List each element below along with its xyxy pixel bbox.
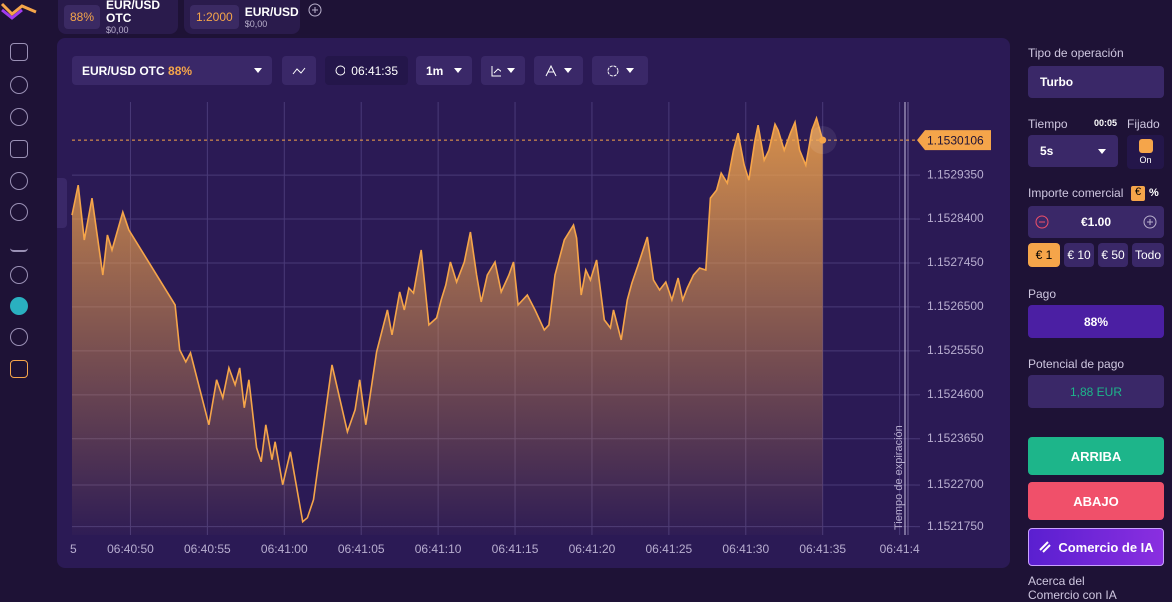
timeframe-select[interactable]: 1m	[416, 56, 472, 85]
collapse-handle[interactable]	[57, 178, 67, 228]
tab-symbol: EUR/USD	[244, 4, 299, 19]
op-type-label: Tipo de operación	[1028, 46, 1124, 60]
nav-icon[interactable]	[10, 360, 28, 378]
tab[interactable]: 88% EUR/USD OTC $0,00	[58, 0, 178, 35]
tab-balance: $0,00	[106, 25, 129, 35]
time-value: 5s	[1040, 144, 1054, 158]
x-tick-label: 06:41:20	[569, 542, 616, 556]
add-tab[interactable]	[307, 2, 323, 18]
x-tick-label: 06:41:35	[799, 542, 846, 556]
nav-icon[interactable]	[10, 76, 28, 94]
y-tick-label: 1.1523650	[927, 431, 984, 445]
nav-icon[interactable]	[10, 328, 28, 346]
toggle-state: On	[1139, 155, 1152, 165]
x-tick-label: 5	[70, 542, 77, 556]
area-fill	[72, 118, 823, 535]
payout-label: Pago	[1028, 287, 1057, 301]
quick-amount[interactable]: € 10	[1064, 243, 1094, 267]
indicator-button[interactable]	[282, 56, 316, 85]
y-tick-label: 1.1529350	[927, 167, 984, 181]
about-ai[interactable]: Acerca del Comercio con IA	[1028, 574, 1117, 602]
x-tick-label: 06:41:00	[261, 542, 308, 556]
currency-toggle[interactable]: €	[1131, 186, 1145, 201]
x-tick-label: 06:41:25	[646, 542, 693, 556]
y-tick-label: 1.1524600	[927, 387, 984, 401]
nav-icon[interactable]	[10, 266, 28, 284]
nav-icon[interactable]	[10, 203, 28, 221]
x-tick-label: 06:41:15	[492, 542, 539, 556]
tab-symbol: EUR/USD OTC	[106, 0, 161, 25]
quick-amount[interactable]: Todo	[1132, 243, 1164, 267]
price-line	[71, 115, 824, 524]
asset-payout: 88%	[168, 63, 193, 78]
nav-icon[interactable]	[10, 140, 28, 158]
tab-balance: $0,00	[244, 18, 268, 29]
tab-payout: 88%	[64, 5, 101, 29]
timer: 00:05	[1094, 118, 1118, 128]
down-button[interactable]: ABAJO	[1028, 482, 1164, 520]
current-price-label: 1.1530106	[927, 133, 984, 147]
minus[interactable]	[1034, 214, 1050, 230]
x-tick-label: 06:41:4	[880, 542, 920, 556]
fixed-label: Fijado	[1127, 117, 1160, 131]
time-select[interactable]: 5s	[1028, 135, 1118, 167]
tab-payout: 1:2000	[190, 5, 239, 29]
y-tick-label: 1.1526500	[927, 299, 984, 313]
amount[interactable]: €1.00	[1028, 206, 1164, 238]
draw-select[interactable]	[534, 56, 583, 85]
settings-select[interactable]	[592, 56, 648, 85]
time-label: Tiempo	[1028, 117, 1068, 131]
logo	[0, 2, 37, 20]
quick-amount[interactable]: € 1	[1028, 243, 1060, 267]
clock-time: 06:41:35	[351, 63, 398, 78]
ai-button[interactable]: Comercio de IA	[1028, 528, 1164, 566]
x-tick-label: 06:41:10	[415, 542, 462, 556]
plus[interactable]	[1142, 214, 1158, 230]
tab[interactable]: 1:2000 EUR/USD $0,00	[184, 0, 300, 34]
percent-toggle[interactable]: %	[1149, 187, 1159, 199]
current-price-tag	[917, 130, 991, 151]
nav-icon[interactable]	[10, 297, 28, 315]
chart-panel: EUR/USD OTC 88% 06:41:35 1m 1.1521750 1.1…	[57, 38, 1010, 568]
clock: 06:41:35	[325, 56, 408, 85]
timeframe: 1m	[426, 63, 444, 78]
nav-icon[interactable]	[10, 108, 28, 126]
y-tick-label: 1.1525550	[927, 343, 984, 357]
fixed-toggle[interactable]: On	[1127, 135, 1164, 169]
nav-icon[interactable]	[10, 234, 28, 252]
potential: 1,88 EUR	[1028, 375, 1164, 408]
y-tick-label: 1.1527450	[927, 255, 984, 269]
chart-type-select[interactable]	[481, 56, 525, 85]
potential-label: Potencial de pago	[1028, 357, 1125, 371]
quick-amount[interactable]: € 50	[1098, 243, 1128, 267]
price-chart: 1.1521750 1.1522700 1.1523650 1.1524600 1.15…	[70, 102, 991, 556]
up-button[interactable]: ARRIBA	[1028, 437, 1164, 475]
nav-icon[interactable]	[10, 43, 28, 61]
y-tick-label: 1.1521750	[927, 519, 984, 533]
asset-select[interactable]: EUR/USD OTC 88%	[72, 56, 272, 85]
current-price-dot	[819, 136, 827, 144]
expiry-label: Tiempo de expiración	[893, 425, 905, 530]
x-tick-label: 06:40:50	[107, 542, 154, 556]
payout: 88%	[1028, 305, 1164, 338]
x-tick-label: 06:40:55	[184, 542, 231, 556]
op-type[interactable]: Turbo	[1028, 66, 1164, 98]
x-tick-label: 06:41:05	[338, 542, 385, 556]
y-tick-label: 1.1522700	[927, 477, 984, 491]
asset-name: EUR/USD OTC	[82, 63, 165, 78]
nav-icon[interactable]	[10, 172, 28, 190]
ai-label: Comercio de IA	[1058, 539, 1154, 555]
x-tick-label: 06:41:30	[722, 542, 769, 556]
y-tick-label: 1.1528400	[927, 211, 984, 225]
amount-label: Importe comercial	[1028, 186, 1124, 200]
